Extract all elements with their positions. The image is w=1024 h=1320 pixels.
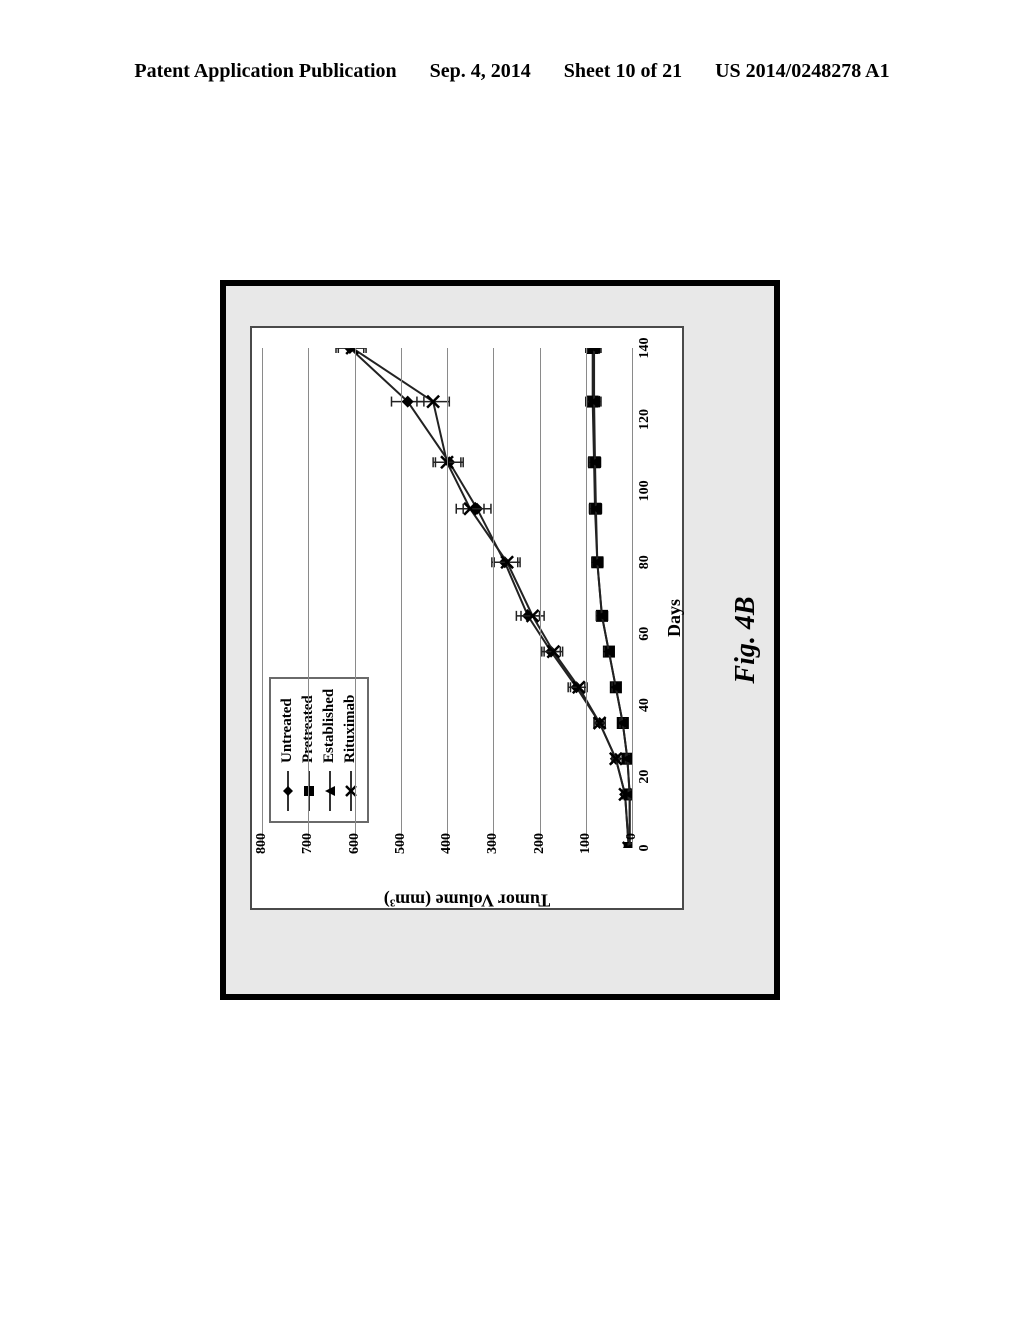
header-left: Patent Application Publication	[134, 60, 396, 83]
series-line-untreated	[350, 348, 629, 848]
gridline	[540, 348, 541, 848]
x-tick-label: 20	[637, 770, 653, 784]
header-sheet: Sheet 10 of 21	[564, 60, 682, 83]
gridline	[308, 348, 309, 848]
plot-area: UntreatedPretreatedEstablishedRituximab	[262, 348, 632, 848]
legend-label: Established	[321, 689, 338, 763]
y-tick-label: 400	[439, 833, 455, 883]
gridline	[355, 348, 356, 848]
gridline	[401, 348, 402, 848]
legend-label: Rituximab	[342, 695, 359, 763]
header-center: Sep. 4, 2014	[430, 60, 531, 83]
x-tick-label: 100	[637, 480, 653, 501]
legend-item: Untreated	[277, 689, 298, 811]
gridline	[447, 348, 448, 848]
x-tick-label: 80	[637, 555, 653, 569]
y-axis-title: Tumor Volume (mm³)	[384, 890, 550, 911]
y-tick-label: 600	[347, 833, 363, 883]
chart-panel: Tumor Volume (mm³) Days UntreatedPretrea…	[250, 326, 684, 910]
y-tick-label: 100	[578, 833, 594, 883]
header-pubno: US 2014/0248278 A1	[715, 60, 889, 83]
chart-outer-frame: Tumor Volume (mm³) Days UntreatedPretrea…	[220, 280, 780, 1000]
figure-caption: Fig. 4B	[730, 596, 762, 683]
y-tick-label: 700	[300, 833, 316, 883]
gridline	[632, 348, 633, 848]
gridline	[262, 348, 263, 848]
legend-label: Untreated	[279, 698, 296, 763]
y-tick-label: 800	[254, 833, 270, 883]
x-tick-label: 120	[637, 409, 653, 430]
gridline	[493, 348, 494, 848]
legend-item: Rituximab	[340, 689, 361, 811]
legend-swatch	[322, 771, 338, 811]
y-tick-label: 500	[393, 833, 409, 883]
series-line-established	[594, 348, 630, 848]
x-tick-label: 40	[637, 698, 653, 712]
legend-item: Established	[319, 689, 340, 811]
legend-swatch	[280, 771, 296, 811]
gridline	[586, 348, 587, 848]
y-tick-label: 300	[485, 833, 501, 883]
x-tick-label: 60	[637, 627, 653, 641]
y-tick-label: 200	[532, 833, 548, 883]
series-line-pretreated	[593, 348, 630, 848]
x-axis-title: Days	[664, 599, 685, 637]
series-line-rituximab	[352, 348, 629, 848]
page: Patent Application Publication Sep. 4, 2…	[0, 0, 1024, 1320]
y-tick-label: 0	[624, 833, 640, 883]
x-tick-label: 140	[637, 338, 653, 359]
x-tick-label: 0	[637, 845, 653, 852]
chart-rotated-container: Tumor Volume (mm³) Days UntreatedPretrea…	[220, 280, 780, 1000]
legend-swatch	[343, 771, 359, 811]
page-header: Patent Application Publication Sep. 4, 2…	[0, 60, 1024, 83]
